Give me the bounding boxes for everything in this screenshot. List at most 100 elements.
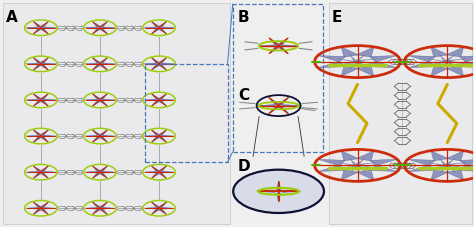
Polygon shape bbox=[31, 208, 41, 209]
Polygon shape bbox=[151, 57, 159, 63]
Bar bbox=[329, 3, 473, 224]
Polygon shape bbox=[103, 63, 116, 65]
Polygon shape bbox=[279, 191, 280, 197]
Polygon shape bbox=[100, 29, 108, 34]
Polygon shape bbox=[356, 151, 374, 161]
Polygon shape bbox=[268, 97, 279, 105]
Polygon shape bbox=[41, 209, 49, 215]
Polygon shape bbox=[159, 57, 167, 63]
Polygon shape bbox=[100, 65, 108, 70]
Polygon shape bbox=[33, 130, 41, 135]
Polygon shape bbox=[439, 54, 447, 62]
Polygon shape bbox=[154, 64, 160, 68]
Polygon shape bbox=[100, 63, 110, 64]
Polygon shape bbox=[269, 38, 279, 45]
Polygon shape bbox=[33, 101, 41, 106]
Polygon shape bbox=[25, 207, 38, 209]
Polygon shape bbox=[100, 137, 108, 143]
Polygon shape bbox=[159, 101, 167, 106]
Bar bbox=[145, 64, 228, 162]
Polygon shape bbox=[447, 62, 455, 69]
Polygon shape bbox=[349, 54, 357, 62]
Polygon shape bbox=[446, 151, 464, 161]
Polygon shape bbox=[31, 100, 41, 101]
Polygon shape bbox=[279, 105, 291, 106]
Polygon shape bbox=[41, 101, 49, 106]
Polygon shape bbox=[318, 159, 346, 166]
Polygon shape bbox=[408, 56, 435, 62]
Polygon shape bbox=[41, 63, 51, 64]
Polygon shape bbox=[41, 130, 49, 135]
Polygon shape bbox=[159, 208, 164, 212]
Polygon shape bbox=[447, 163, 466, 165]
Polygon shape bbox=[356, 54, 365, 62]
Polygon shape bbox=[36, 96, 41, 100]
Polygon shape bbox=[341, 66, 358, 76]
Polygon shape bbox=[318, 165, 346, 171]
Polygon shape bbox=[154, 24, 159, 28]
Polygon shape bbox=[84, 99, 97, 101]
Polygon shape bbox=[36, 28, 42, 32]
Polygon shape bbox=[159, 100, 164, 104]
Polygon shape bbox=[159, 29, 167, 34]
Polygon shape bbox=[41, 137, 49, 143]
Text: E: E bbox=[331, 10, 342, 25]
Polygon shape bbox=[446, 47, 464, 57]
Polygon shape bbox=[41, 29, 49, 34]
Polygon shape bbox=[95, 132, 100, 136]
Polygon shape bbox=[154, 60, 159, 64]
Polygon shape bbox=[273, 41, 279, 46]
Polygon shape bbox=[36, 132, 41, 136]
Polygon shape bbox=[92, 94, 100, 99]
Polygon shape bbox=[279, 106, 285, 111]
Polygon shape bbox=[159, 209, 167, 215]
Polygon shape bbox=[277, 185, 279, 191]
Polygon shape bbox=[154, 136, 160, 140]
Polygon shape bbox=[370, 56, 397, 62]
Polygon shape bbox=[144, 135, 156, 137]
Polygon shape bbox=[154, 96, 159, 100]
Polygon shape bbox=[278, 101, 285, 106]
Polygon shape bbox=[41, 100, 46, 104]
Polygon shape bbox=[279, 47, 289, 54]
Polygon shape bbox=[279, 97, 289, 105]
Polygon shape bbox=[144, 207, 156, 209]
Polygon shape bbox=[95, 28, 100, 32]
Polygon shape bbox=[428, 62, 447, 64]
Polygon shape bbox=[162, 27, 174, 29]
Polygon shape bbox=[151, 202, 159, 207]
Polygon shape bbox=[154, 28, 160, 32]
Polygon shape bbox=[99, 96, 105, 100]
Polygon shape bbox=[92, 101, 100, 106]
Polygon shape bbox=[158, 96, 164, 100]
Polygon shape bbox=[84, 171, 97, 173]
Polygon shape bbox=[36, 24, 41, 28]
Polygon shape bbox=[92, 209, 100, 215]
Polygon shape bbox=[90, 172, 100, 173]
Polygon shape bbox=[44, 27, 56, 29]
Polygon shape bbox=[439, 165, 449, 173]
Polygon shape bbox=[159, 202, 167, 207]
Polygon shape bbox=[100, 64, 105, 68]
Polygon shape bbox=[95, 168, 100, 172]
Polygon shape bbox=[100, 208, 105, 212]
Polygon shape bbox=[40, 204, 46, 208]
Polygon shape bbox=[103, 171, 116, 173]
Polygon shape bbox=[44, 63, 56, 65]
Polygon shape bbox=[356, 158, 365, 165]
Polygon shape bbox=[36, 136, 42, 140]
Polygon shape bbox=[84, 27, 97, 29]
Polygon shape bbox=[318, 61, 346, 68]
Polygon shape bbox=[279, 38, 289, 45]
Polygon shape bbox=[95, 172, 100, 176]
Polygon shape bbox=[41, 57, 49, 63]
Polygon shape bbox=[151, 137, 159, 143]
Polygon shape bbox=[95, 60, 100, 64]
Polygon shape bbox=[276, 181, 281, 190]
Polygon shape bbox=[266, 191, 279, 192]
Polygon shape bbox=[92, 29, 100, 34]
Polygon shape bbox=[25, 63, 38, 65]
Polygon shape bbox=[95, 136, 100, 140]
Polygon shape bbox=[41, 21, 49, 27]
Polygon shape bbox=[431, 66, 448, 76]
